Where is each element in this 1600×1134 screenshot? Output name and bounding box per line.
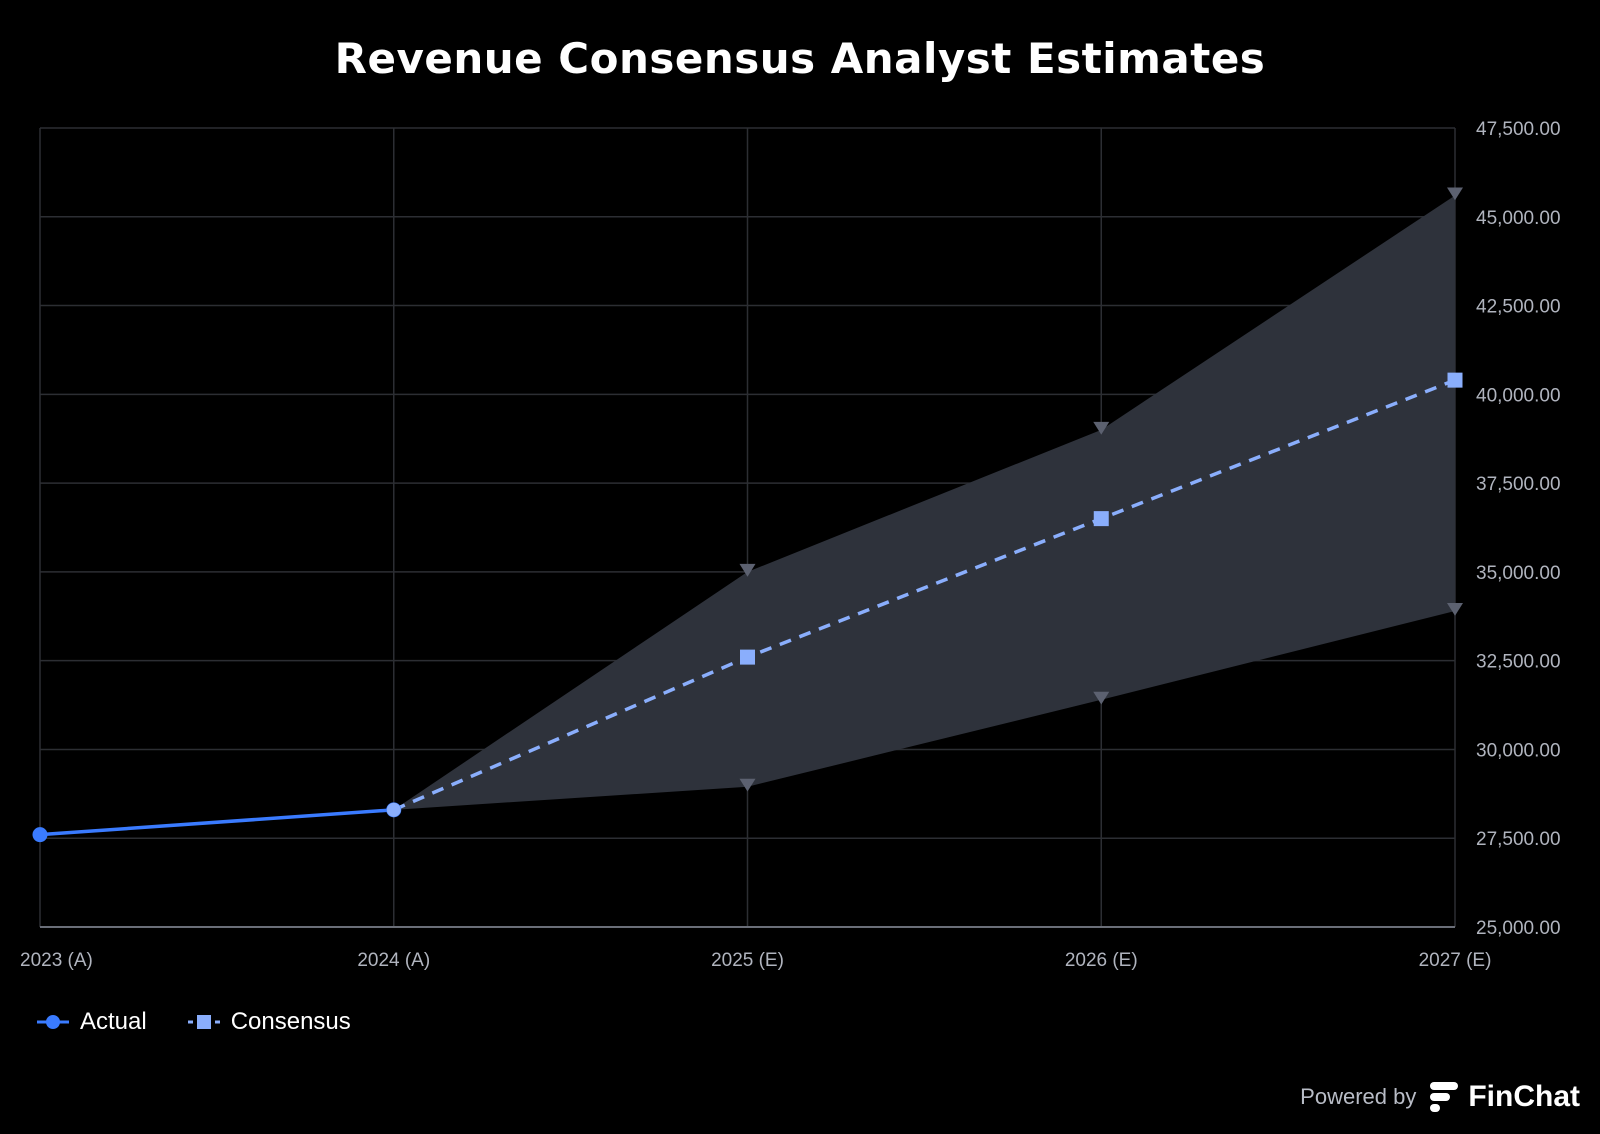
high-estimate-marker <box>1093 421 1110 435</box>
consensus-point <box>1093 511 1109 527</box>
actual-line <box>39 808 394 837</box>
legend: Actual Consensus <box>36 1008 351 1036</box>
y-tick-label: 27,500.00 <box>1476 829 1561 850</box>
y-tick-label: 32,500.00 <box>1476 652 1561 673</box>
x-axis-ticks: 2023 (A) 2024 (A) 2025 (E) 2026 (E) 2027 (E) <box>20 950 1491 971</box>
y-tick-label: 47,500.00 <box>1476 119 1561 140</box>
series-lines <box>39 378 1456 837</box>
legend-consensus-square-icon <box>187 1015 220 1029</box>
brand-name: FinChat <box>1468 1080 1580 1113</box>
x-tick-label: 2024 (A) <box>357 950 430 971</box>
estimate-range <box>393 187 1463 810</box>
low-estimate-marker <box>1093 691 1110 705</box>
low-estimate-marker <box>1447 602 1463 616</box>
y-axis-ticks: 25,000.00 27,500.00 30,000.00 32,500.00 35,0… <box>1476 119 1561 939</box>
legend-actual-circle-icon <box>37 1015 69 1029</box>
y-tick-label: 35,000.00 <box>1476 563 1561 584</box>
high-estimate-marker <box>1447 187 1463 201</box>
y-tick-label: 37,500.00 <box>1476 474 1561 495</box>
consensus-point <box>1447 372 1463 388</box>
x-tick-label: 2023 (A) <box>20 950 93 971</box>
legend-label-consensus: Consensus <box>230 1008 351 1035</box>
x-tick-label: 2026 (E) <box>1065 950 1138 971</box>
actual-point <box>32 827 48 843</box>
finchat-logo-icon <box>1430 1082 1459 1112</box>
powered-by-text: Powered by <box>1300 1084 1417 1109</box>
high-estimate-marker <box>739 563 756 577</box>
legend-item-actual[interactable]: Actual <box>36 1008 147 1036</box>
y-tick-label: 42,500.00 <box>1476 297 1561 318</box>
chart-title: Revenue Consensus Analyst Estimates <box>334 34 1266 83</box>
footer-attribution: Powered by FinChat <box>1300 1080 1580 1114</box>
y-tick-label: 25,000.00 <box>1476 918 1561 939</box>
chart-canvas: 25,000.00 27,500.00 30,000.00 32,500.00 35,0… <box>20 119 1561 971</box>
y-tick-label: 40,000.00 <box>1476 385 1561 406</box>
x-tick-label: 2027 (E) <box>1419 950 1492 971</box>
y-tick-label: 30,000.00 <box>1476 740 1561 761</box>
consensus-point <box>740 649 755 665</box>
x-tick-label: 2025 (E) <box>711 950 784 971</box>
y-tick-label: 45,000.00 <box>1476 208 1561 229</box>
legend-item-consensus[interactable]: Consensus <box>187 1008 351 1036</box>
estimate-range-band <box>393 195 1455 810</box>
low-estimate-marker <box>739 778 756 792</box>
legend-label-actual: Actual <box>80 1008 147 1035</box>
series-markers <box>32 372 1463 843</box>
consensus-start-point <box>386 802 401 817</box>
consensus-line <box>393 378 1456 812</box>
